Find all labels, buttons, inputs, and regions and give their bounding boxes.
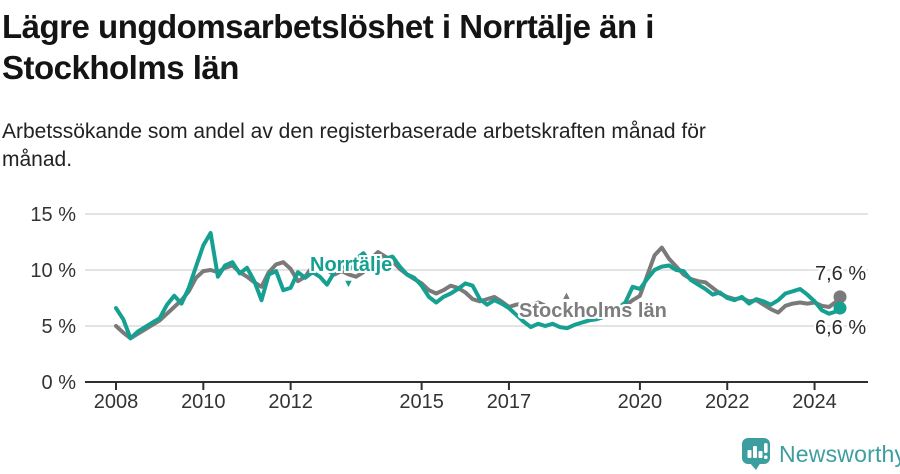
end-dot-norrtalje <box>833 301 847 315</box>
y-axis-tick-label: 15 % <box>30 204 76 226</box>
end-dot-stockholm <box>833 290 847 304</box>
x-axis-tick-label: 2017 <box>487 391 532 413</box>
x-axis-tick-label: 2012 <box>268 391 313 413</box>
x-axis-tick-label: 2015 <box>399 391 444 413</box>
series-line-norrtalje <box>114 231 842 341</box>
chart-subtitle-line-1: Arbetssökande som andel av den registerb… <box>2 120 706 143</box>
newsworthy-logo[interactable]: Newsworthy <box>741 437 900 471</box>
newsworthy-logo-icon <box>742 438 770 470</box>
end-value-label-stockholm: 7,6 % <box>815 263 867 285</box>
page-title: Lägre ungdomsarbetslöshet i Norrtälje än… <box>2 6 862 88</box>
series-label-stockholm: Stockholms län <box>519 300 667 322</box>
y-axis-tick-label: 0 % <box>42 372 77 394</box>
y-axis-tick-label: 10 % <box>30 260 76 282</box>
chart-subtitle: Arbetssökande som andel av den registerb… <box>2 118 822 174</box>
page-title-line-2: Stockholms län <box>2 49 239 86</box>
x-axis-tick-label: 2024 <box>792 391 837 413</box>
x-axis-tick-label: 2008 <box>94 391 139 413</box>
x-axis-tick-label: 2010 <box>181 391 226 413</box>
norrtalje-pointer-down-icon: ▼ <box>343 278 354 290</box>
y-axis-tick-label: 5 % <box>42 316 77 338</box>
newsworthy-logo-text: Newsworthy <box>779 440 900 467</box>
end-value-label-norrtalje: 6,6 % <box>815 317 867 339</box>
series-label-norrtalje: Norrtälje <box>310 254 393 276</box>
stockholm-pointer-up-icon: ▲ <box>561 290 572 302</box>
x-axis-tick-label: 2020 <box>618 391 663 413</box>
chart-subtitle-line-2: månad. <box>2 148 73 171</box>
x-axis-tick-label: 2022 <box>705 391 750 413</box>
page-title-line-1: Lägre ungdomsarbetslöshet i Norrtälje än… <box>2 8 654 45</box>
